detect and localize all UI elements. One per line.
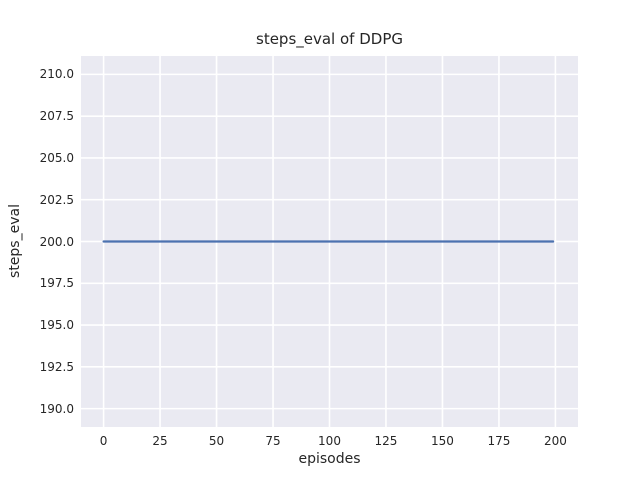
chart-title: steps_eval of DDPG (256, 30, 403, 48)
y-tick-label: 195.0 (39, 318, 74, 333)
y-tick-label: 205.0 (39, 150, 74, 165)
x-tick-label: 50 (208, 434, 225, 448)
y-tick-label: 207.5 (39, 109, 74, 124)
y-tick-label: 202.5 (39, 192, 74, 207)
y-tick-label: 192.5 (39, 359, 74, 374)
y-tick-label: 190.0 (39, 401, 74, 416)
x-tick-label: 200 (543, 434, 567, 448)
x-tick-label: 125 (374, 434, 398, 448)
chart-canvas (81, 56, 578, 427)
x-tick-label: 150 (431, 434, 454, 448)
x-tick-label: 0 (99, 434, 108, 448)
plot-area (81, 56, 578, 427)
y-tick-label: 197.5 (39, 276, 74, 291)
x-tick-label: 100 (318, 434, 341, 448)
x-tick-label: 25 (152, 434, 168, 448)
x-tick-label: 175 (487, 434, 511, 448)
x-axis-label: episodes (298, 451, 361, 467)
x-tick-label: 75 (265, 434, 281, 448)
y-tick-label: 210.0 (39, 67, 74, 82)
y-tick-label: 200.0 (39, 234, 74, 249)
